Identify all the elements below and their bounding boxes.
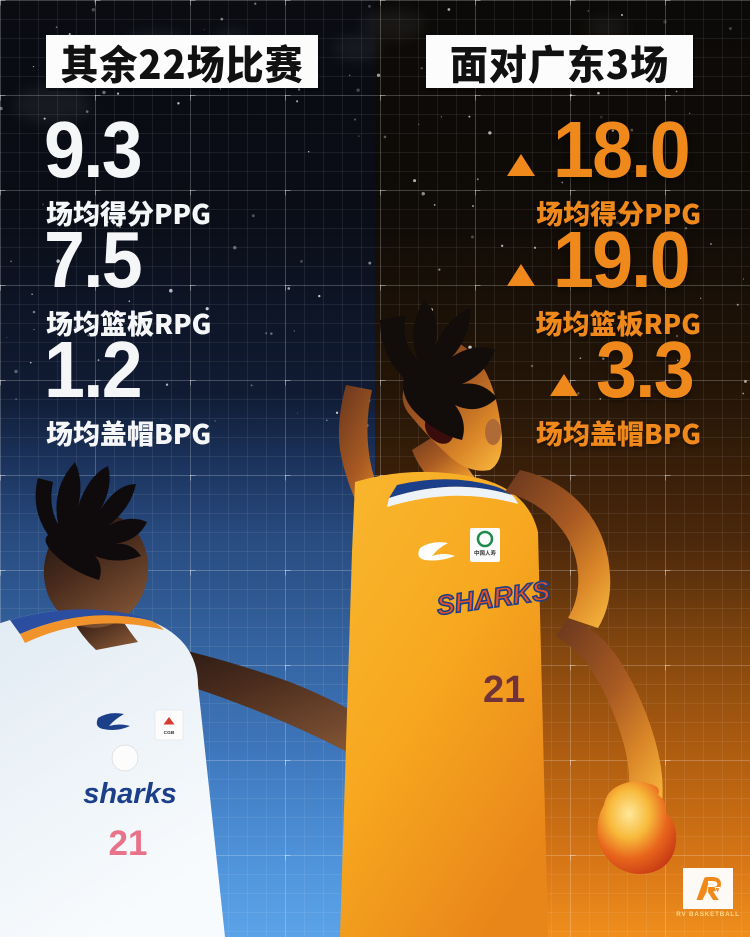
- svg-text:CGB: CGB: [164, 730, 175, 736]
- svg-text:21: 21: [109, 824, 148, 863]
- svg-text:sharks: sharks: [83, 778, 177, 810]
- svg-text:中国人寿: 中国人寿: [474, 549, 497, 557]
- svg-text:21: 21: [483, 669, 525, 711]
